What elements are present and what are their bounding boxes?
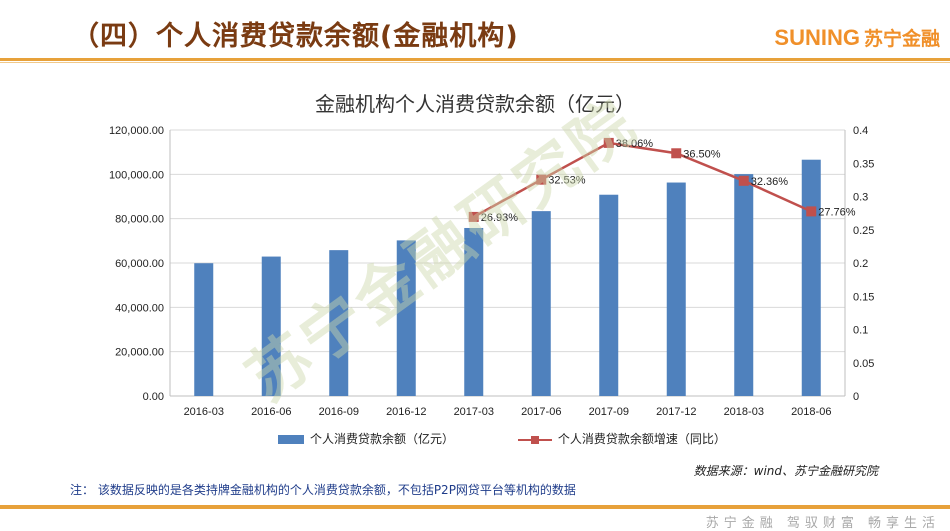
bar <box>396 240 416 396</box>
page-title: （四）个人消费贷款余额(金融机构) <box>72 21 519 52</box>
logo-text-en: SUNING <box>774 25 860 50</box>
x-tick-label: 2016-03 <box>184 406 224 418</box>
y-right-tick-label: 0.3 <box>853 192 868 204</box>
header-divider-thin <box>0 62 950 63</box>
bar <box>801 159 821 396</box>
growth-point <box>536 174 547 185</box>
y-right-tick-label: 0.15 <box>853 291 874 303</box>
y-left-tick-label: 100,000.00 <box>109 169 164 181</box>
x-tick-label: 2016-09 <box>319 406 359 418</box>
growth-data-label: 38.06% <box>616 138 654 150</box>
bar <box>599 194 619 396</box>
x-tick-label: 2016-12 <box>386 406 426 418</box>
bar <box>329 250 349 396</box>
growth-point <box>738 175 749 186</box>
bar <box>531 211 551 396</box>
bar <box>194 263 214 396</box>
bar <box>261 256 281 396</box>
growth-data-label: 26.93% <box>481 212 519 224</box>
x-tick-label: 2017-03 <box>454 406 494 418</box>
bar <box>666 182 686 396</box>
growth-data-label: 27.76% <box>818 206 856 218</box>
x-tick-label: 2018-06 <box>791 406 831 418</box>
growth-data-label: 32.53% <box>548 175 586 187</box>
data-source: 数据来源：wind、苏宁金融研究院 <box>693 464 878 478</box>
y-right-tick-label: 0.1 <box>853 325 868 337</box>
growth-line <box>473 141 812 219</box>
growth-data-label: 32.36% <box>751 176 789 188</box>
x-tick-label: 2017-12 <box>656 406 696 418</box>
header-divider <box>0 58 950 61</box>
y-right-tick-label: 0.4 <box>853 125 868 137</box>
logo-text-cn: 苏宁金融 <box>863 28 940 50</box>
footer-divider <box>0 505 950 509</box>
growth-data-label: 36.50% <box>683 148 721 160</box>
x-tick-label: 2016-06 <box>251 406 291 418</box>
x-tick-label: 2017-06 <box>521 406 561 418</box>
y-left-tick-label: 60,000.00 <box>115 258 164 270</box>
y-right-tick-label: 0.05 <box>853 358 874 370</box>
bar <box>734 174 754 396</box>
legend-bar-swatch <box>278 435 304 444</box>
y-left-tick-label: 120,000.00 <box>109 125 164 137</box>
legend-line-swatch <box>517 434 552 446</box>
footnote: 注： 该数据反映的是各类持牌金融机构的个人消费贷款余额，不包括P2P网贷平台等机… <box>70 483 576 497</box>
chart-legend: 个人消费贷款余额（亿元） 个人消费贷款余额增速（同比） <box>278 430 786 447</box>
growth-point <box>603 137 614 148</box>
y-right-tick-label: 0.2 <box>853 258 868 270</box>
legend-label-balance: 个人消费贷款余额（亿元） <box>310 432 455 446</box>
y-right-tick-label: 0 <box>853 391 859 403</box>
growth-point <box>671 148 682 159</box>
bar <box>464 227 484 396</box>
legend-item-balance: 个人消费贷款余额（亿元） <box>278 430 454 447</box>
suning-logo: SUNING 苏宁金融 <box>774 24 940 51</box>
y-right-tick-label: 0.25 <box>853 225 874 237</box>
y-left-tick-label: 80,000.00 <box>115 214 164 226</box>
footer-slogan: 苏宁金融 驾驭财富 畅享生活 <box>705 516 940 531</box>
y-left-tick-label: 0.00 <box>143 391 164 403</box>
legend-label-growth: 个人消费贷款余额增速（同比） <box>557 432 726 446</box>
y-right-tick-label: 0.35 <box>853 158 874 170</box>
growth-point <box>468 211 479 222</box>
y-left-tick-label: 40,000.00 <box>115 302 164 314</box>
chart-title: 金融机构个人消费贷款余额（亿元） <box>315 92 635 116</box>
y-left-tick-label: 20,000.00 <box>115 347 164 359</box>
growth-point <box>806 206 817 217</box>
x-tick-label: 2017-09 <box>589 406 629 418</box>
legend-item-growth: 个人消费贷款余额增速（同比） <box>517 430 726 447</box>
x-tick-label: 2018-03 <box>724 406 764 418</box>
